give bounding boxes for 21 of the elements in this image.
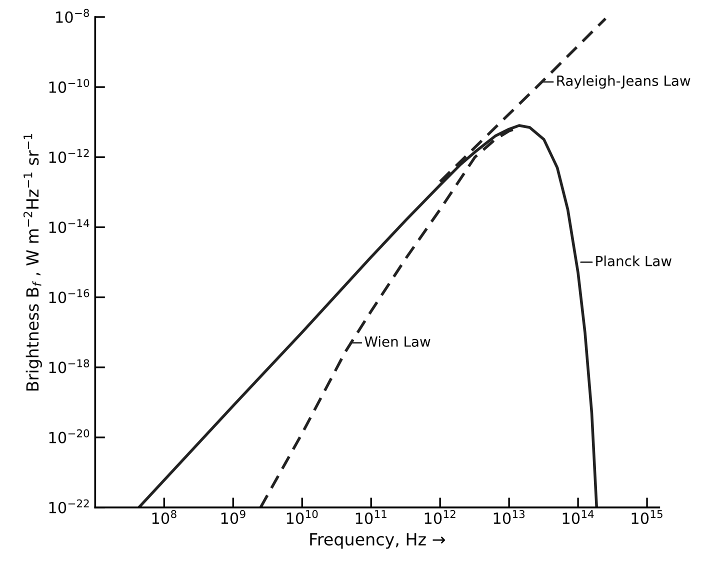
x-tick-label: 10$^{13}$ bbox=[494, 510, 525, 524]
x-tick-label: 10$^{14}$ bbox=[562, 510, 594, 524]
y-tick-label: 10$^{−16}$ bbox=[49, 289, 90, 304]
annotation: Rayleigh-Jeans Law bbox=[557, 75, 690, 89]
x-tick-label: 10$^{11}$ bbox=[356, 510, 386, 524]
y-tick-label: 10$^{−22}$ bbox=[49, 499, 89, 514]
x-tick-label: 10$^{9}$ bbox=[221, 510, 246, 524]
x-axis-title: Frequency, Hz → bbox=[310, 533, 445, 549]
y-tick-label: 10$^{−18}$ bbox=[49, 359, 90, 374]
x-tick-label: 10$^{15}$ bbox=[632, 510, 662, 524]
x-tick-label: 10$^{12}$ bbox=[424, 510, 456, 524]
y-tick-label: 10$^{−8}$ bbox=[56, 8, 90, 23]
annotation: Wien Law bbox=[364, 336, 430, 347]
y-tick-label: 10$^{−20}$ bbox=[49, 429, 90, 444]
y-tick-label: 10$^{−10}$ bbox=[49, 78, 90, 93]
x-tick-label: 10$^{10}$ bbox=[286, 510, 318, 524]
y-tick-label: 10$^{−14}$ bbox=[49, 219, 90, 234]
y-axis-title: Brightness B$_{f}$ , W m$^{−2}$Hz$^{−1}$ sr$^{−1}$ bbox=[23, 134, 42, 391]
annotation: Planck Law bbox=[596, 256, 672, 266]
x-tick-label: 10$^{8}$ bbox=[152, 510, 176, 524]
y-tick-label: 10$^{−12}$ bbox=[49, 149, 89, 164]
